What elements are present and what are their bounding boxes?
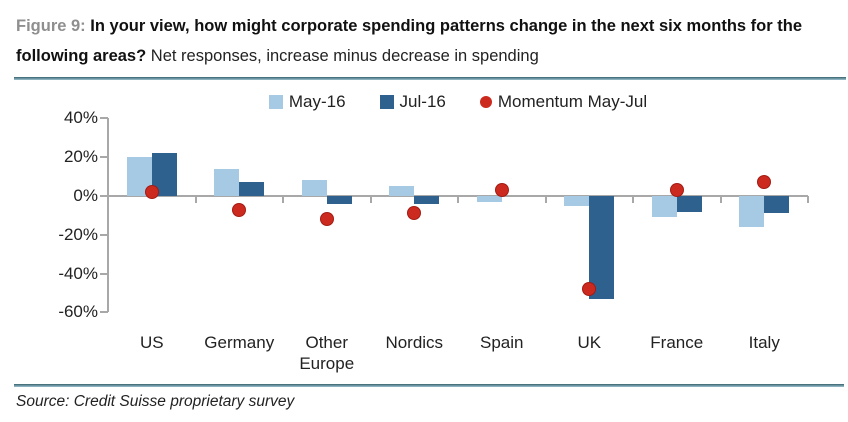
x-axis-tick	[282, 196, 284, 203]
figure-subtitle: Net responses, increase minus decrease i…	[150, 46, 539, 65]
x-label-france: France	[650, 333, 704, 352]
bar-jul16-nordics	[414, 196, 440, 204]
may16-swatch-icon	[268, 95, 283, 109]
bar-may16-nordics	[389, 186, 415, 196]
y-axis-tick	[100, 195, 108, 197]
legend-item-momentum: Momentum May-Jul	[479, 92, 648, 112]
bar-jul16-other-europe	[326, 196, 352, 204]
source-note: Source: Credit Suisse proprietary survey	[16, 393, 295, 410]
y-tick-label--60pct: -60%	[58, 302, 98, 322]
legend-item-may16: May-16	[268, 92, 346, 112]
y-tick-label--40pct: -40%	[58, 263, 98, 283]
x-label-us: US	[139, 333, 164, 352]
bar-jul16-uk	[589, 196, 615, 299]
x-axis-tick	[632, 196, 634, 203]
momentum-dot-other-europe	[319, 212, 334, 227]
x-label-uk: UK	[577, 333, 602, 352]
bar-jul16-italy	[764, 196, 790, 214]
y-tick-label-0pct: 0%	[73, 186, 98, 205]
x-axis-tick	[194, 196, 197, 203]
figure-title: Figure 9: In your view, how might corpor…	[0, 0, 848, 71]
momentum-dot-france	[669, 183, 684, 198]
momentum-dot-uk	[582, 282, 597, 297]
chart-legend: May-16 Jul-16 Momentum May-Jul	[108, 92, 808, 112]
bar-jul16-germany	[239, 182, 265, 196]
bar-may16-spain	[476, 196, 502, 202]
figure-number-label: Figure 9:	[16, 17, 86, 35]
legend-label-jul16: Jul-16	[399, 92, 446, 111]
y-axis-tick	[100, 272, 108, 275]
y-axis-tick	[100, 311, 108, 314]
y-tick-label-40pct: 40%	[63, 108, 98, 128]
x-label-spain: Spain	[480, 333, 524, 352]
momentum-dot-germany	[232, 202, 247, 217]
legend-label-may16: May-16	[288, 92, 346, 111]
bar-may16-italy	[739, 196, 765, 228]
momentum-dot-spain	[494, 183, 509, 198]
bar-may16-other-europe	[301, 180, 327, 196]
x-axis-tick	[719, 196, 722, 203]
legend-label-momentum: Momentum May-Jul	[497, 92, 648, 111]
momentum-dot-nordics	[407, 206, 422, 221]
jul16-swatch-icon	[379, 95, 394, 109]
x-label-germany: Germany	[204, 333, 275, 352]
y-axis-line	[107, 118, 109, 313]
x-axis-tick	[807, 196, 809, 203]
x-axis-tick	[369, 196, 372, 203]
x-label-nordics: Nordics	[385, 333, 444, 352]
x-label-other-europe: Other Europe	[299, 333, 355, 374]
momentum-dot-icon	[479, 96, 492, 108]
x-axis-tick	[544, 196, 547, 203]
momentum-dot-us	[144, 185, 159, 200]
legend-item-jul16: Jul-16	[379, 92, 446, 112]
x-axis-tick	[457, 196, 459, 203]
y-tick-label-20pct: 20%	[63, 147, 98, 167]
y-axis-tick	[100, 117, 108, 120]
bar-jul16-france	[676, 196, 702, 212]
y-tick-label--20pct: -20%	[58, 224, 98, 244]
x-label-italy: Italy	[748, 333, 780, 352]
momentum-dot-italy	[757, 175, 772, 190]
y-axis-tick	[100, 156, 108, 159]
figure-question: In your view, how might corporate spendi…	[16, 17, 803, 65]
title-divider-line	[14, 77, 846, 80]
bar-may16-uk	[564, 196, 590, 206]
bar-may16-france	[651, 196, 677, 218]
y-axis-tick	[100, 233, 108, 236]
bar-may16-germany	[214, 168, 240, 196]
source-divider-line	[14, 384, 844, 387]
